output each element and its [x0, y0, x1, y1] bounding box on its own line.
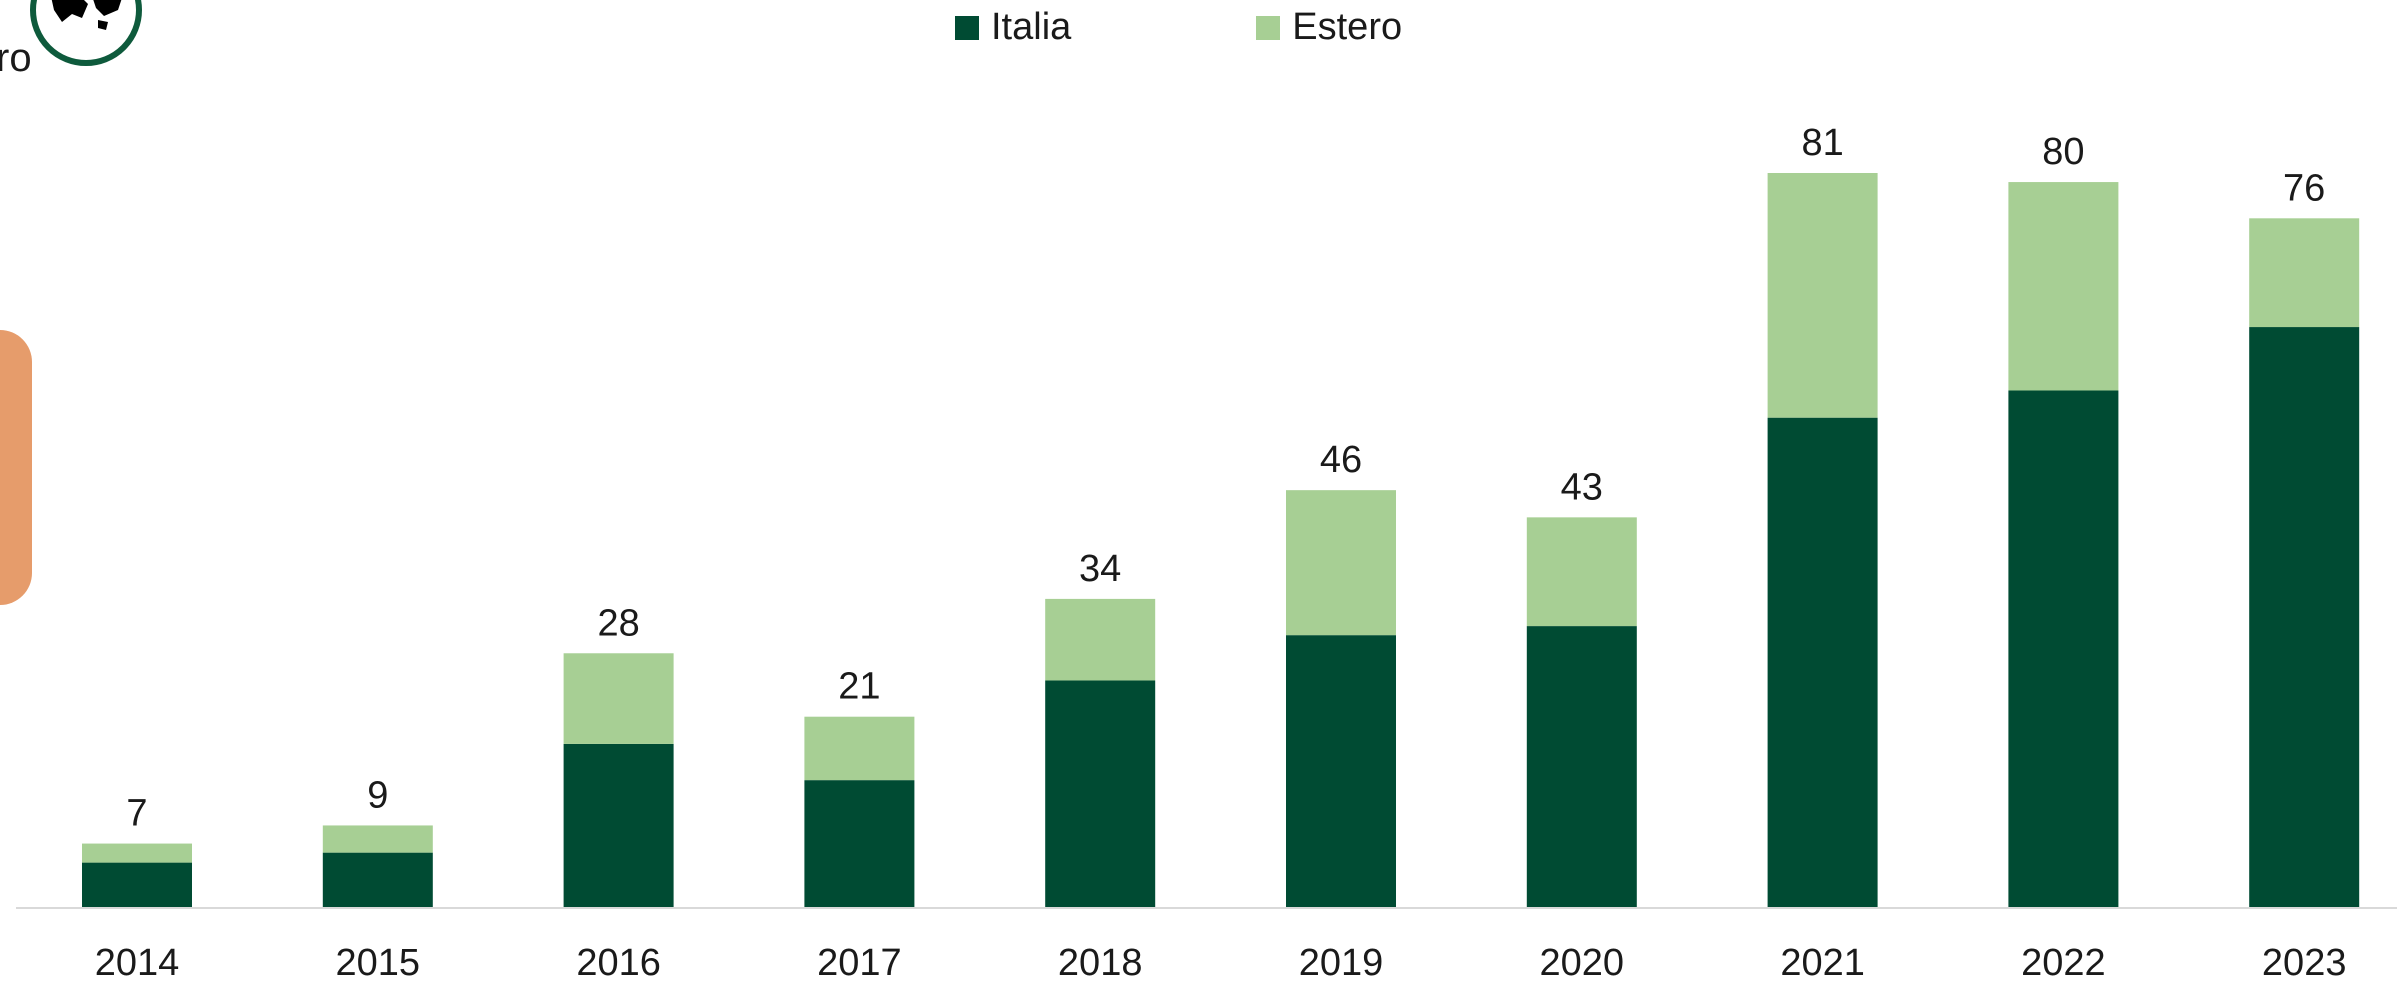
bar-estero-2022: [2008, 182, 2119, 391]
x-tick-label-2015: 2015: [336, 942, 421, 984]
x-tick-label-2021: 2021: [1780, 942, 1865, 984]
bar-italia-2019: [1286, 635, 1396, 907]
legend-item-estero: Estero: [1256, 6, 1402, 49]
total-label-2020: 43: [1561, 466, 1603, 508]
total-label-2019: 46: [1320, 439, 1362, 481]
bar-italia-2020: [1526, 626, 1637, 907]
total-label-2017: 21: [838, 666, 880, 708]
legend-swatch-estero: [1256, 15, 1281, 40]
x-tick-label-2018: 2018: [1058, 942, 1143, 984]
legend-label-italia: Italia: [991, 6, 1072, 48]
x-tick-label-2017: 2017: [817, 942, 902, 984]
bar-italia-2015: [322, 852, 433, 907]
side-panel: [0, 330, 32, 605]
bar-estero-2015: [322, 825, 433, 853]
legend-item-italia: Italia: [955, 6, 1071, 49]
bar-italia-2016: [563, 743, 674, 907]
total-label-2023: 76: [2283, 167, 2325, 209]
cut-off-text: ro: [0, 36, 32, 80]
legend-label-estero: Estero: [1292, 6, 1403, 48]
x-tick-label-2019: 2019: [1299, 942, 1384, 984]
total-label-2018: 34: [1079, 548, 1121, 590]
bar-estero-2021: [1767, 173, 1878, 418]
bar-italia-2014: [82, 862, 192, 907]
bar-estero-2020: [1526, 517, 1637, 627]
bar-estero-2019: [1286, 490, 1396, 636]
bar-estero-2014: [82, 843, 192, 863]
x-tick-label-2023: 2023: [2262, 942, 2347, 984]
x-tick-label-2016: 2016: [576, 942, 661, 984]
bar-italia-2022: [2008, 390, 2119, 908]
total-label-2016: 28: [597, 602, 639, 644]
x-tick-label-2014: 2014: [95, 942, 180, 984]
legend: Italia Estero: [955, 6, 1402, 49]
total-label-2014: 7: [126, 793, 147, 835]
bar-italia-2018: [1045, 680, 1156, 907]
bar-estero-2016: [563, 653, 674, 744]
total-label-2022: 80: [2042, 131, 2084, 173]
legend-swatch-italia: [955, 15, 979, 40]
bar-italia-2017: [804, 780, 915, 907]
x-tick-label-2020: 2020: [1540, 942, 1625, 984]
bar-estero-2018: [1045, 598, 1156, 681]
bar-italia-2023: [2249, 327, 2360, 907]
x-tick-label-2022: 2022: [2021, 942, 2106, 984]
bar-estero-2023: [2249, 218, 2360, 328]
bar-italia-2021: [1767, 417, 1878, 907]
total-label-2015: 9: [367, 774, 388, 816]
globe-icon: [51, 0, 122, 30]
total-label-2021: 81: [1801, 122, 1843, 164]
bar-estero-2017: [804, 716, 915, 781]
